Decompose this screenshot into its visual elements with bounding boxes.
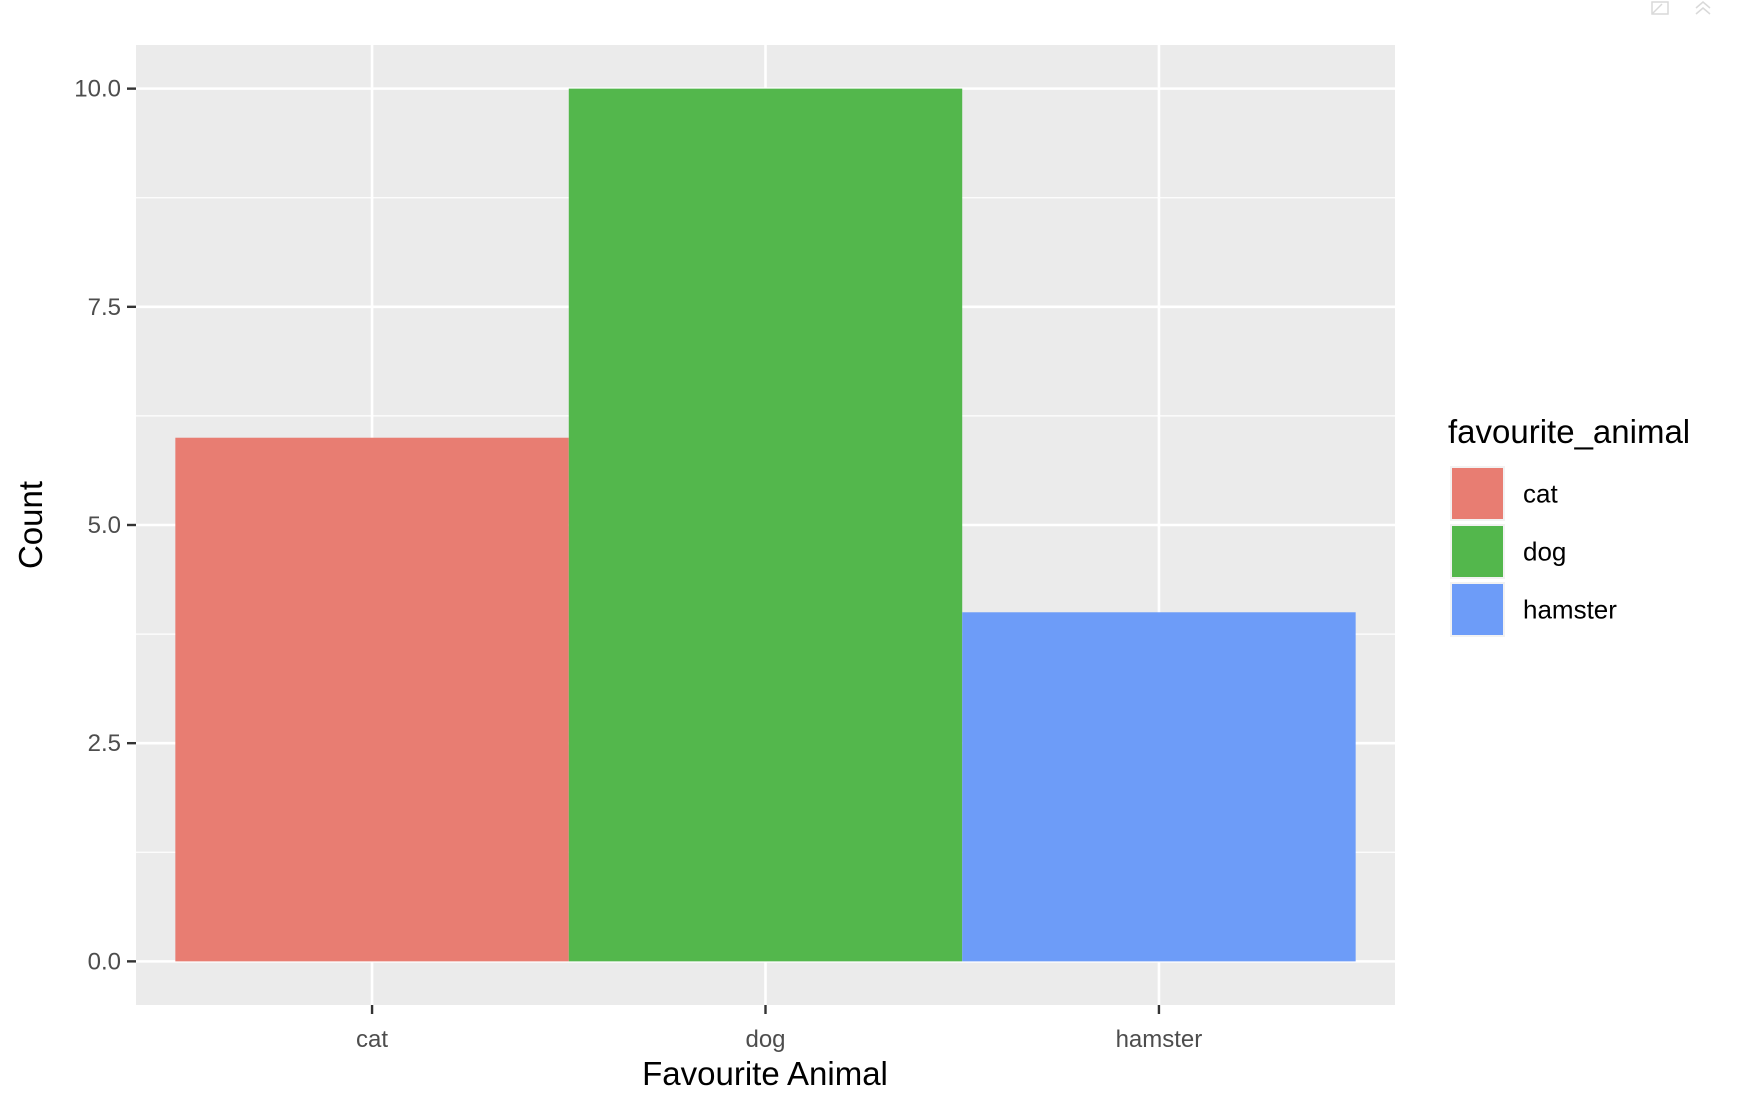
- legend-label-cat: cat: [1523, 479, 1558, 509]
- legend-title: favourite_animal: [1448, 413, 1690, 450]
- legend-swatch-cat: [1452, 468, 1503, 519]
- legend: favourite_animal cat dog hamster: [1448, 413, 1690, 637]
- x-tick-label: dog: [745, 1026, 785, 1053]
- bar-dog: [568, 88, 963, 962]
- x-axis: cat dog hamster: [356, 1005, 1202, 1053]
- legend-label-hamster: hamster: [1523, 595, 1617, 625]
- legend-swatch-dog: [1452, 526, 1503, 577]
- y-tick-label: 5.0: [88, 512, 121, 539]
- x-axis-title: Favourite Animal: [642, 1055, 888, 1092]
- bar-cat: [175, 437, 569, 962]
- x-tick-label: cat: [356, 1026, 388, 1053]
- popout-icon[interactable]: [1651, 1, 1669, 15]
- bars: [175, 88, 1356, 962]
- y-tick-label: 7.5: [88, 294, 121, 321]
- legend-label-dog: dog: [1523, 537, 1566, 567]
- bar-hamster: [962, 612, 1356, 962]
- y-tick-label: 10.0: [74, 76, 121, 103]
- collapse-icon[interactable]: [1695, 1, 1711, 15]
- y-axis: 0.0 2.5 5.0 7.5 10.0: [74, 76, 136, 975]
- legend-swatch-hamster: [1452, 584, 1503, 635]
- x-tick-label: hamster: [1116, 1026, 1203, 1053]
- toolbar-icons: [1651, 1, 1711, 15]
- y-tick-label: 0.0: [88, 948, 121, 975]
- y-tick-label: 2.5: [88, 730, 121, 757]
- y-axis-title: Count: [12, 481, 49, 569]
